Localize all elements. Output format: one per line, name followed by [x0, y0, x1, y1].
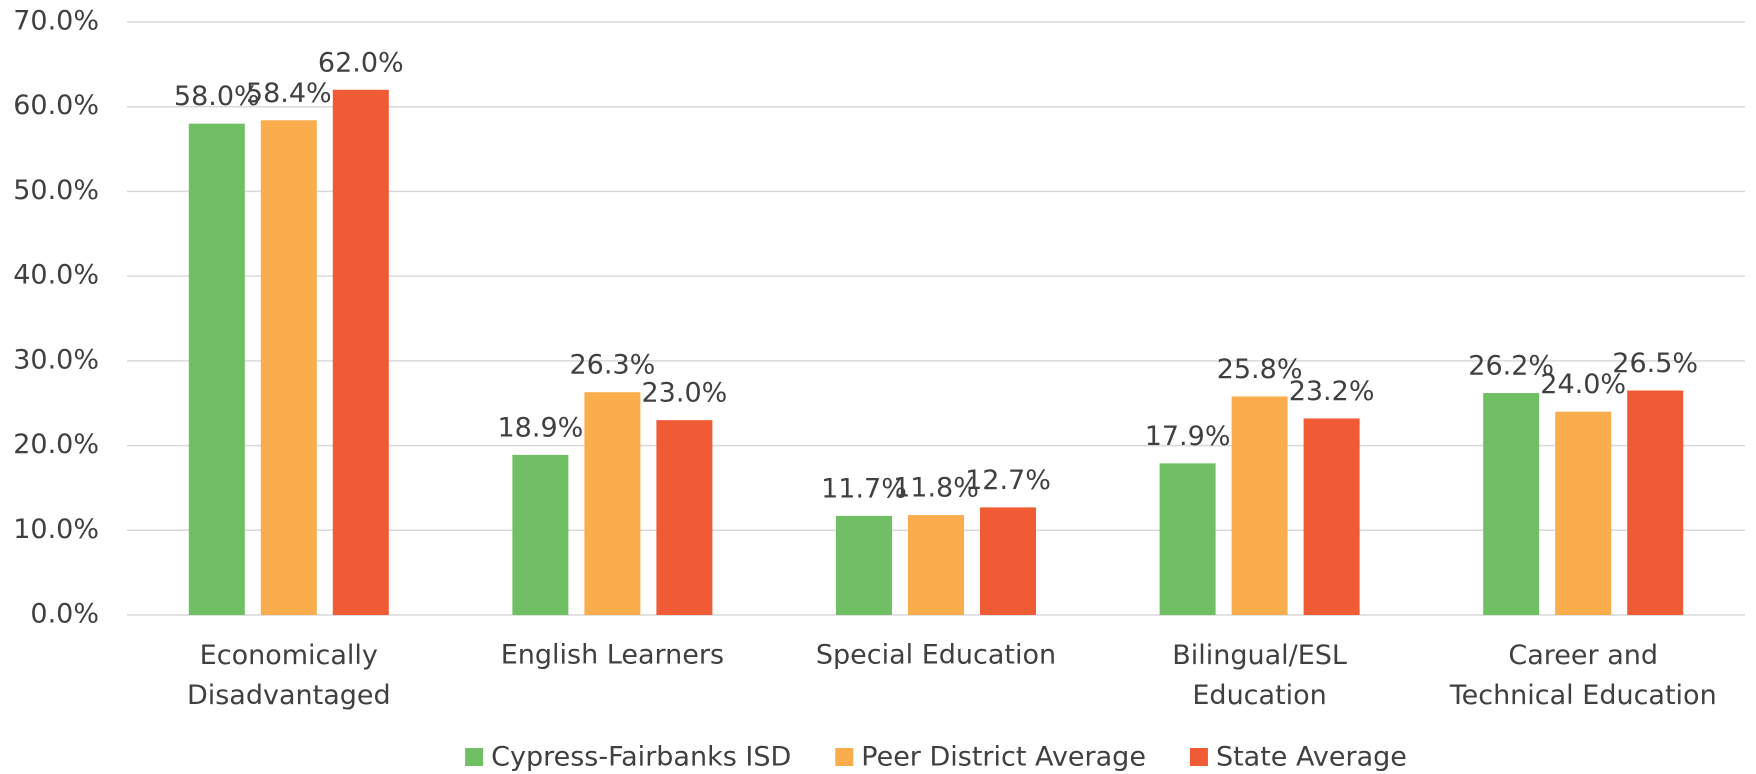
x-tick-label: Special Education [816, 640, 1056, 671]
legend-label: Cypress-Fairbanks ISD [491, 742, 791, 773]
bar [1231, 396, 1288, 615]
bar [584, 392, 641, 615]
value-label: 26.5% [1612, 348, 1698, 379]
bar [908, 515, 964, 615]
y-tick-label: 30.0% [13, 344, 99, 375]
x-tick-label: Career and Technical Education [1449, 640, 1717, 711]
legend-label: Peer District Average [861, 742, 1146, 773]
x-tick-label: Bilingual/ESL Education [1172, 640, 1347, 711]
bar [260, 120, 317, 616]
y-tick-label: 0.0% [30, 599, 99, 630]
bar [1159, 463, 1216, 615]
value-label: 24.0% [1540, 369, 1626, 400]
bar [188, 123, 245, 616]
y-tick-label: 70.0% [13, 6, 99, 37]
bar [1483, 393, 1540, 615]
x-tick-label: English Learners [501, 640, 724, 671]
value-label: 11.8% [893, 473, 979, 504]
value-label: 58.0% [174, 81, 260, 112]
y-tick-label: 50.0% [13, 175, 99, 206]
bar [332, 89, 389, 616]
bar [512, 454, 569, 615]
value-label: 17.9% [1145, 421, 1231, 452]
value-label: 25.8% [1217, 354, 1303, 385]
y-tick-label: 60.0% [13, 90, 99, 121]
bar [980, 507, 1036, 615]
value-label: 26.2% [1468, 351, 1554, 382]
legend-label: State Average [1216, 742, 1407, 773]
value-label: 12.7% [965, 465, 1051, 496]
y-tick-label: 20.0% [13, 429, 99, 460]
y-tick-label: 10.0% [13, 514, 99, 545]
legend-swatch [1189, 748, 1208, 766]
y-tick-label: 40.0% [13, 260, 99, 291]
legend-swatch [835, 748, 854, 766]
legend-swatch [465, 748, 484, 766]
value-label: 58.4% [246, 78, 332, 109]
value-label: 62.0% [318, 47, 404, 78]
value-label: 26.3% [570, 350, 656, 381]
x-tick-label: Economically Disadvantaged [187, 640, 391, 711]
value-label: 23.0% [642, 378, 728, 409]
bar [836, 515, 892, 615]
bar [1555, 411, 1612, 615]
bar [1627, 390, 1684, 615]
bar [1303, 418, 1360, 615]
value-label: 11.7% [821, 473, 907, 504]
value-label: 18.9% [498, 412, 584, 443]
bar [656, 420, 713, 615]
value-label: 23.2% [1289, 376, 1375, 407]
